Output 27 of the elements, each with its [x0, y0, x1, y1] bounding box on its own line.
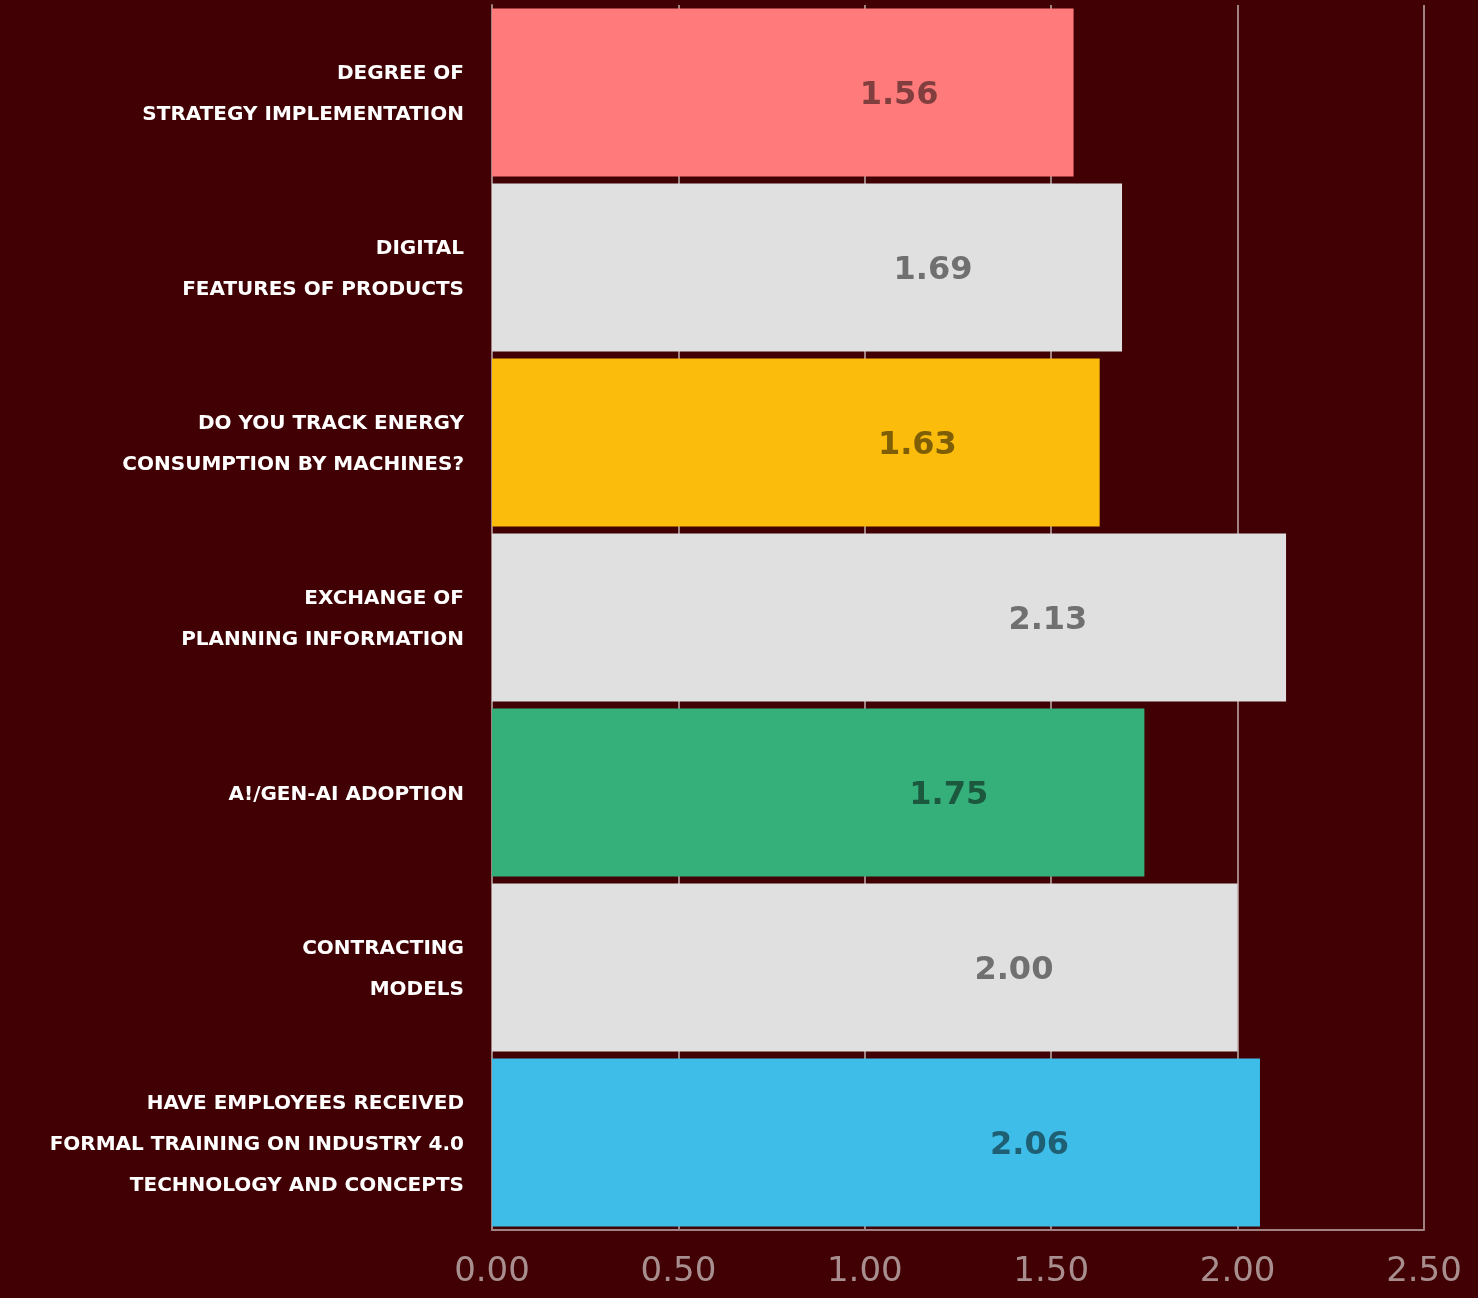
y-tick-label: DIGITAL FEATURES OF PRODUCTS: [182, 235, 465, 300]
y-tick-label: DEGREE OF STRATEGY IMPLEMENTATION: [142, 60, 464, 125]
y-tick-label: DO YOU TRACK ENERGY CONSUMPTION BY MACHINES?: [122, 410, 465, 475]
data-label: 2.06: [990, 1123, 1070, 1162]
bar: [492, 533, 1287, 702]
y-tick-label: HAVE EMPLOYEES RECEIVED FORMAL TRAINING ON INDUSTRY 4.0 TECHNOLOGY AND CONCEPTS: [49, 1089, 464, 1196]
x-tick-label: 1.50: [1013, 1249, 1090, 1289]
bar: [492, 708, 1145, 877]
x-tick-label: 1.00: [826, 1249, 903, 1289]
x-tick-label: 0.00: [454, 1249, 530, 1289]
y-tick-label: A!/GEN-AI ADOPTION: [228, 780, 464, 805]
y-tick-label: CONTRACTING MODELS: [302, 935, 464, 1000]
bar: [492, 8, 1074, 177]
x-tick-label: 0.50: [640, 1249, 717, 1289]
bar: [492, 1058, 1260, 1227]
x-tick-label: 2.00: [1199, 1249, 1276, 1289]
data-label: 2.00: [974, 948, 1054, 987]
y-tick-label: EXCHANGE OF PLANNING INFORMATION: [181, 585, 464, 650]
data-label: 1.69: [893, 248, 973, 287]
bar: [492, 183, 1123, 352]
bar: [492, 358, 1100, 527]
data-label: 1.56: [859, 73, 939, 112]
x-tick-label: 2.50: [1386, 1249, 1462, 1289]
data-label: 1.75: [909, 773, 989, 812]
data-label: 2.13: [1008, 598, 1088, 637]
data-label: 1.63: [877, 423, 957, 462]
bar: [492, 883, 1238, 1052]
